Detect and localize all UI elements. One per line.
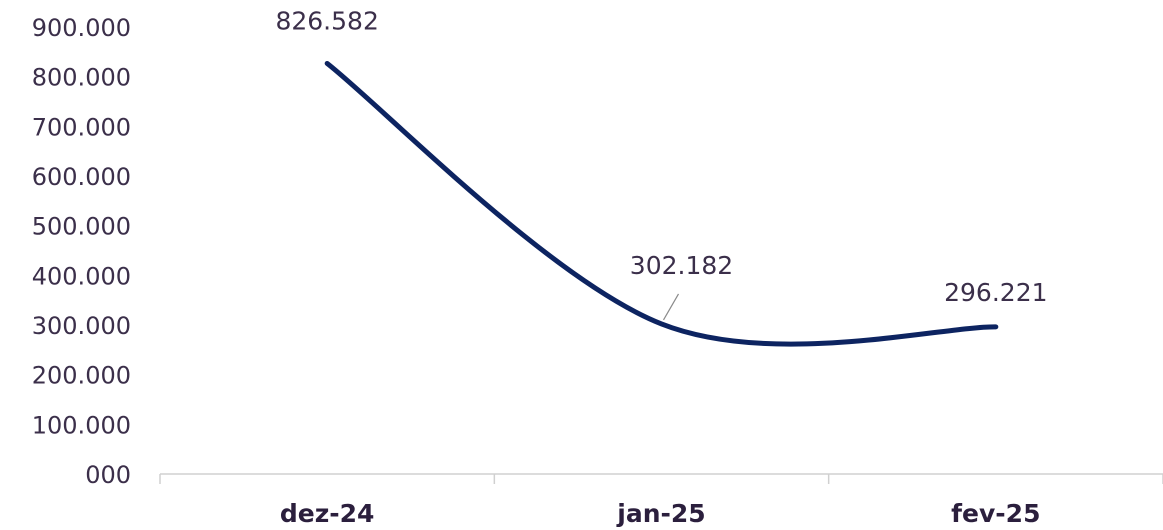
y-tick-label: 600.000: [32, 163, 131, 191]
y-tick-label: 000: [85, 461, 131, 489]
y-tick-label: 800.000: [32, 64, 131, 92]
data-label: 826.582: [275, 6, 378, 35]
x-axis: dez-24 jan-25 fev-25: [159, 473, 1163, 528]
x-tick-label: jan-25: [616, 499, 705, 528]
y-tick-label: 900.000: [32, 14, 131, 42]
y-tick-label: 400.000: [32, 262, 131, 290]
data-label: 296.221: [944, 278, 1047, 307]
x-tick-label: fev-25: [951, 499, 1040, 528]
y-tick-label: 100.000: [32, 411, 131, 439]
y-tick-label: 300.000: [32, 312, 131, 340]
x-tick-label: dez-24: [280, 499, 375, 528]
data-label: 302.182: [630, 251, 733, 280]
y-axis: 000 100.000 200.000 300.000 400.000 500.000 60…: [32, 14, 131, 489]
y-tick-label: 500.000: [32, 213, 131, 241]
data-labels: 826.582 302.182 296.221: [275, 6, 1048, 321]
data-label-leader: [662, 293, 680, 321]
series-line: [324, 60, 999, 347]
series-line-group: [324, 60, 999, 347]
y-tick-label: 200.000: [32, 362, 131, 390]
y-tick-label: 700.000: [32, 113, 131, 141]
